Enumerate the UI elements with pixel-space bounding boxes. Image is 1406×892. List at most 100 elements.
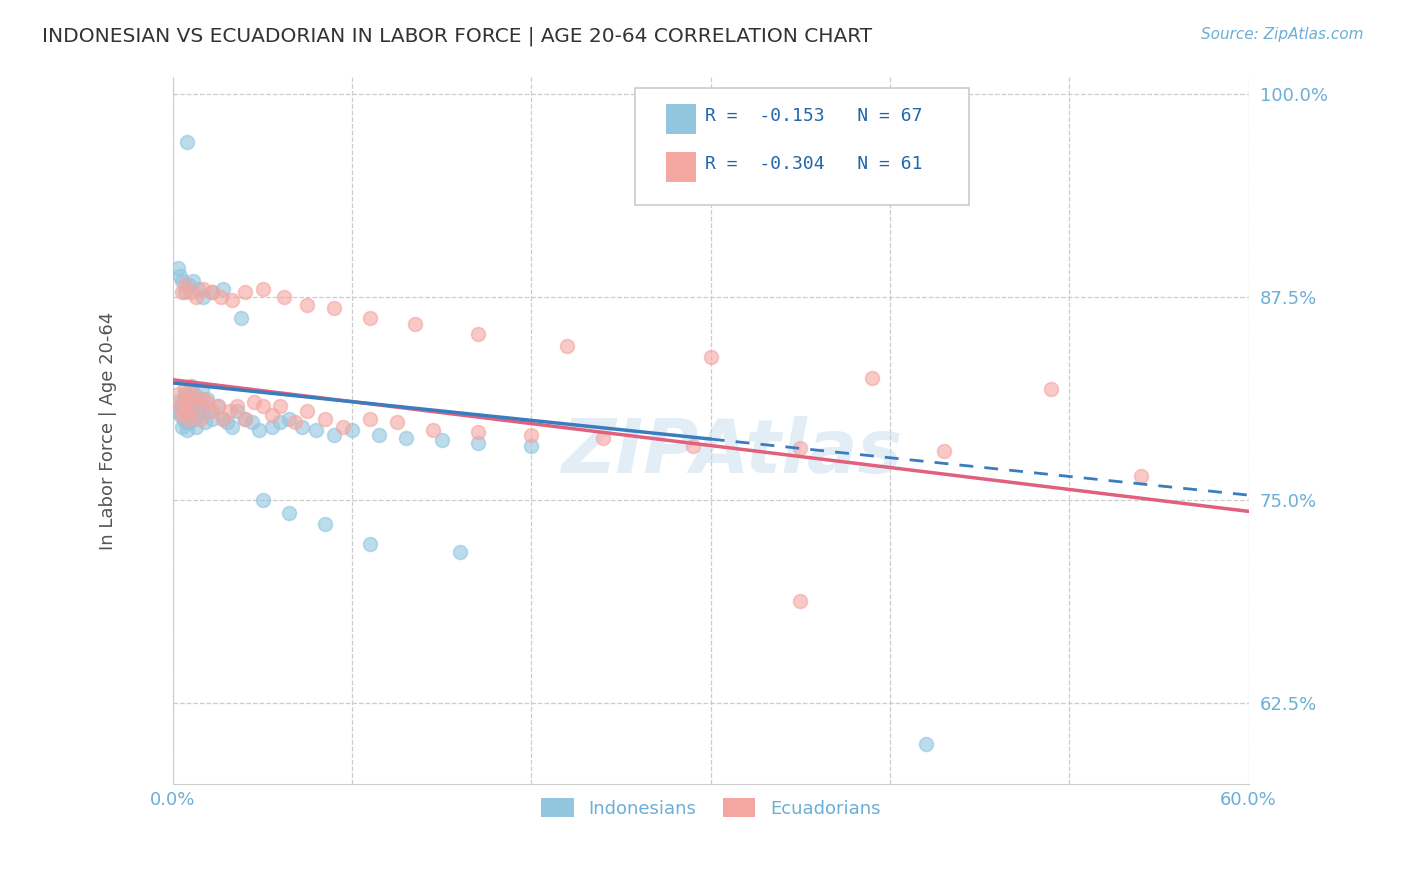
Point: [700, 350, 723, 364]
Text: INDONESIAN VS ECUADORIAN IN LABOR FORCE | AGE 20-64 CORRELATION CHART: INDONESIAN VS ECUADORIAN IN LABOR FORCE …: [42, 27, 872, 46]
Point: [170, 274, 193, 288]
Point: [186, 399, 208, 413]
Point: [247, 423, 270, 437]
Point: [173, 392, 195, 407]
Point: [359, 310, 381, 325]
Point: [252, 282, 274, 296]
Point: [368, 428, 391, 442]
Point: [233, 411, 256, 425]
Point: [177, 411, 200, 425]
Point: [332, 420, 354, 434]
Point: [212, 411, 235, 425]
Point: [181, 274, 204, 288]
Point: [229, 310, 252, 325]
Point: [201, 403, 224, 417]
Point: [177, 395, 200, 409]
Point: [789, 594, 811, 608]
Point: [193, 282, 215, 296]
Point: [449, 545, 471, 559]
Point: [183, 387, 205, 401]
Point: [252, 399, 274, 413]
Point: [201, 411, 224, 425]
Point: [221, 293, 243, 307]
Point: [323, 301, 346, 316]
Point: [467, 425, 489, 439]
Point: [260, 420, 283, 434]
Point: [209, 290, 232, 304]
Point: [297, 298, 319, 312]
Text: R =  -0.153   N = 67: R = -0.153 N = 67: [706, 107, 922, 125]
Point: [1040, 383, 1063, 397]
Point: [314, 411, 336, 425]
Point: [207, 399, 229, 413]
Point: [520, 439, 543, 453]
Point: [174, 387, 197, 401]
Text: R =  -0.304   N = 61: R = -0.304 N = 61: [706, 155, 922, 173]
Point: [557, 338, 579, 352]
Point: [173, 395, 195, 409]
Point: [174, 383, 197, 397]
Point: [212, 282, 235, 296]
Point: [932, 444, 955, 458]
Point: [284, 415, 307, 429]
Point: [169, 399, 191, 413]
Point: [193, 392, 215, 407]
Point: [242, 395, 264, 409]
Point: [170, 285, 193, 299]
Point: [305, 423, 328, 437]
Point: [190, 383, 212, 397]
Point: [860, 371, 883, 385]
Point: [188, 392, 211, 407]
Point: [682, 439, 704, 453]
Point: [169, 268, 191, 283]
Point: [174, 415, 197, 429]
Point: [186, 290, 208, 304]
Bar: [665, 104, 696, 134]
Point: [233, 411, 256, 425]
Point: [430, 433, 453, 447]
Point: [186, 420, 208, 434]
Point: [212, 411, 235, 425]
Text: ZIPAtlas: ZIPAtlas: [562, 416, 903, 489]
Point: [385, 415, 408, 429]
Point: [176, 403, 198, 417]
Point: [592, 431, 614, 445]
Point: [340, 423, 363, 437]
Point: [187, 282, 209, 296]
Point: [181, 399, 204, 413]
Point: [193, 403, 215, 417]
Point: [240, 415, 263, 429]
Point: [195, 395, 218, 409]
Point: [323, 428, 346, 442]
Point: [183, 411, 205, 425]
Point: [167, 260, 190, 275]
Point: [215, 415, 238, 429]
Point: [359, 411, 381, 425]
Point: [177, 278, 200, 293]
Point: [195, 392, 218, 407]
Point: [520, 428, 543, 442]
Point: [201, 285, 224, 299]
Point: [291, 420, 314, 434]
Point: [404, 318, 426, 332]
Y-axis label: In Labor Force | Age 20-64: In Labor Force | Age 20-64: [100, 312, 117, 550]
Point: [233, 285, 256, 299]
Point: [226, 403, 249, 417]
Point: [197, 403, 219, 417]
Point: [219, 403, 242, 417]
Point: [167, 403, 190, 417]
Point: [467, 327, 489, 342]
Point: [314, 517, 336, 532]
Point: [278, 506, 301, 520]
Point: [177, 415, 200, 429]
Point: [167, 387, 190, 401]
Point: [395, 431, 418, 445]
Legend: Indonesians, Ecuadorians: Indonesians, Ecuadorians: [534, 791, 887, 825]
Point: [176, 401, 198, 415]
Point: [260, 409, 283, 423]
Point: [173, 411, 195, 425]
Point: [273, 290, 295, 304]
Point: [180, 379, 202, 393]
Bar: [665, 153, 696, 182]
Point: [176, 423, 198, 437]
